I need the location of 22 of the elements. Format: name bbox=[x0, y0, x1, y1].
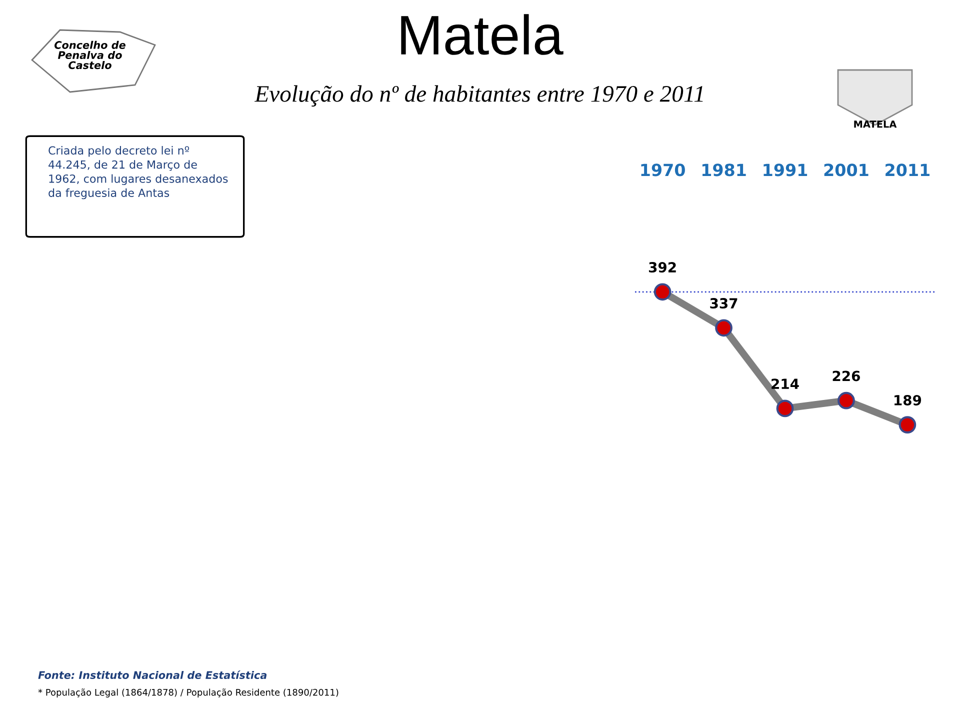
chart-title: Matela bbox=[401, 14, 564, 55]
point bbox=[654, 283, 672, 301]
x-tick-label: 1991 bbox=[764, 164, 808, 176]
x-tick-label: 1970 bbox=[641, 164, 685, 176]
text: MATELA bbox=[854, 120, 897, 128]
data-label: 337 bbox=[710, 298, 738, 309]
x-tick-label: 2001 bbox=[824, 164, 868, 176]
data-label: 214 bbox=[772, 378, 799, 389]
x-tick-label: 2011 bbox=[886, 164, 930, 176]
x-tick-label: 1981 bbox=[702, 164, 746, 176]
point bbox=[838, 392, 855, 410]
point bbox=[776, 400, 794, 418]
point bbox=[898, 416, 916, 434]
text: Concelho de Penalva do Castelo bbox=[54, 40, 126, 70]
point bbox=[715, 319, 732, 337]
data-label: 189 bbox=[894, 394, 922, 406]
data-label: 226 bbox=[832, 370, 860, 382]
chart-subtitle: Evolução do nº de habitantes entre 1970 e 2011 bbox=[254, 85, 703, 107]
source-note: Fonte: Instituto Nacional de Estatística bbox=[38, 670, 267, 680]
data-label: 392 bbox=[648, 262, 676, 273]
text: * População Legal (1864/1878) / População Residente (1890/2011) bbox=[38, 688, 338, 698]
text: Criada pelo decreto lei nº 44.245, de 21 de Março de 1962, com lugares desanexados da freguesia de Antas bbox=[48, 146, 228, 200]
